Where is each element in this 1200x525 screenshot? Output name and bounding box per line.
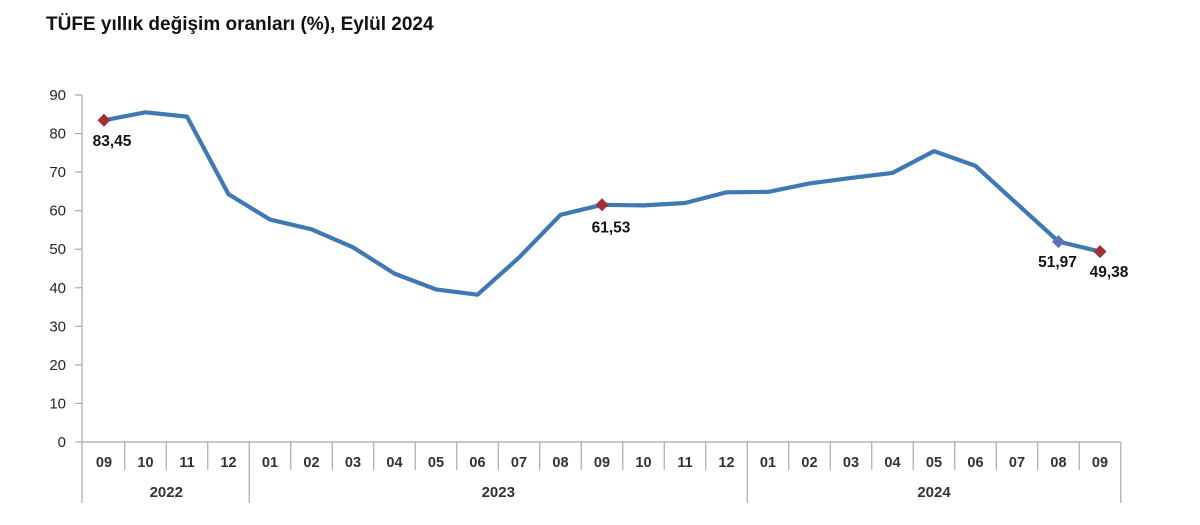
month-label: 09 [594,455,610,471]
month-label: 11 [179,455,194,471]
month-label: 12 [220,455,236,471]
data-point-marker [97,113,111,127]
month-label: 01 [760,455,776,471]
month-label: 09 [1092,455,1108,471]
y-tick-label: 10 [49,395,66,412]
data-point-label: 49,38 [1090,264,1129,281]
month-label: 04 [884,455,900,471]
data-point-label: 61,53 [592,219,631,236]
month-label: 06 [967,455,983,471]
data-point-marker [1052,235,1065,249]
y-tick-label: 0 [58,434,66,451]
month-label: 05 [428,455,444,471]
month-label: 07 [511,455,527,471]
month-label: 08 [552,455,568,471]
y-tick-label: 70 [49,164,66,181]
month-label: 02 [801,455,817,471]
y-tick-label: 60 [49,203,66,220]
y-tick-label: 90 [49,87,66,104]
y-tick-label: 30 [49,318,66,335]
year-label: 2022 [150,484,183,501]
month-label: 12 [718,455,734,471]
y-tick-label: 20 [49,357,66,374]
year-label: 2023 [482,484,515,501]
month-label: 10 [635,455,651,471]
y-tick-label: 80 [49,126,66,143]
month-label: 11 [677,455,692,471]
y-tick-label: 40 [49,280,66,297]
month-label: 04 [386,455,402,471]
month-label: 08 [1050,455,1066,471]
year-label: 2024 [917,484,951,501]
month-label: 05 [926,455,942,471]
data-point-label: 51,97 [1038,254,1077,271]
month-label: 03 [843,455,859,471]
month-label: 01 [262,455,278,471]
data-point-marker [1093,245,1107,259]
month-label: 06 [469,455,485,471]
y-tick-label: 50 [49,241,66,258]
data-point-label: 83,45 [93,133,132,150]
data-point-marker [595,198,609,212]
month-label: 07 [1009,455,1025,471]
chart-title: TÜFE yıllık değişim oranları (%), Eylül … [46,14,434,35]
month-label: 10 [137,455,153,471]
month-label: 03 [345,455,361,471]
month-label: 02 [303,455,319,471]
month-label: 09 [96,455,112,471]
